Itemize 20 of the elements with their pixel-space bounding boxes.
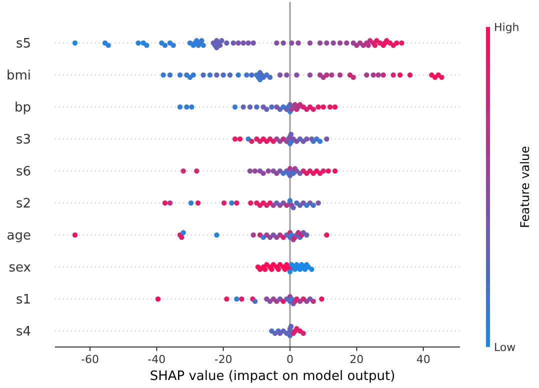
y-tick-label: s3 (16, 132, 31, 148)
color-bar-title: Feature value (518, 146, 532, 228)
y-tick-label: s2 (16, 196, 31, 212)
y-tick-label: sex (8, 260, 32, 276)
color-bar-label: High (494, 20, 520, 34)
x-tick-label: 20 (350, 353, 364, 366)
y-tick-label: s4 (16, 324, 31, 340)
y-tick-label: s1 (16, 292, 31, 308)
x-tick-label: -60 (81, 353, 99, 366)
y-tick-label: age (6, 228, 31, 244)
x-axis-title: SHAP value (impact on model output) (150, 369, 396, 384)
y-tick-label: bmi (6, 68, 31, 84)
x-tick-label: -20 (214, 353, 232, 366)
x-tick-label: 40 (416, 353, 430, 366)
y-tick-label: s6 (16, 164, 31, 180)
x-tick-label: 0 (286, 353, 294, 366)
y-tick-label: s5 (16, 36, 31, 52)
x-tick-label: -40 (148, 353, 166, 366)
y-tick-label: bp (14, 100, 31, 116)
color-bar-label: Low (494, 340, 516, 354)
